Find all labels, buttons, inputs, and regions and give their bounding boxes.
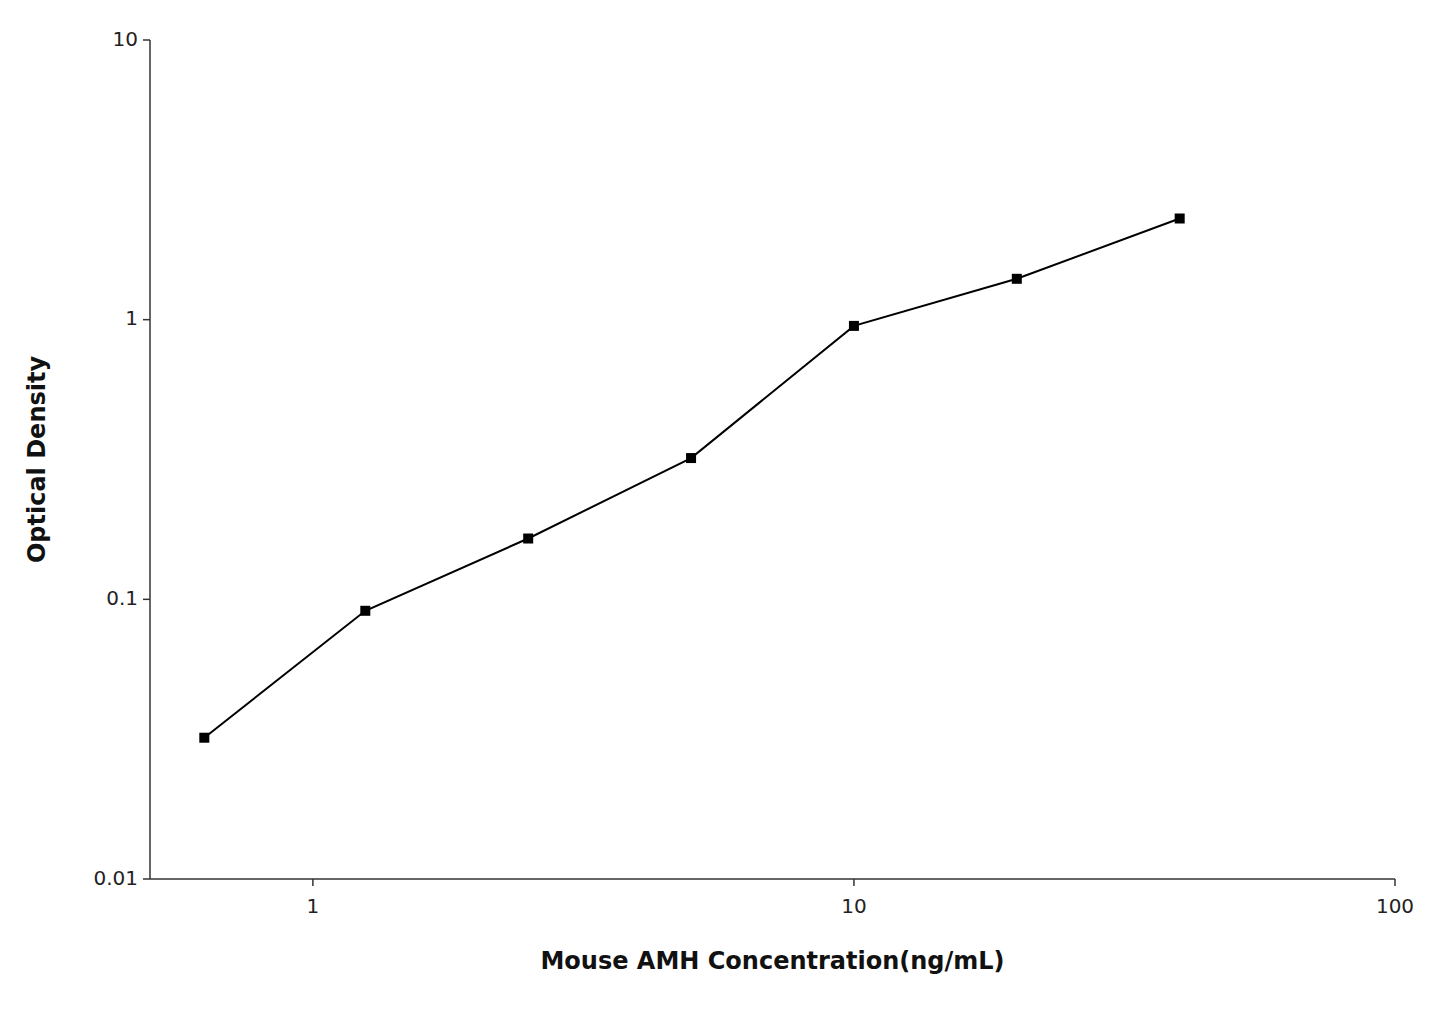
data-point bbox=[360, 606, 370, 616]
y-axis-line bbox=[149, 40, 151, 879]
y-tick-label: 0.1 bbox=[106, 586, 138, 610]
x-axis-label: Mouse AMH Concentration(ng/mL) bbox=[540, 947, 1004, 975]
page: {"chart_data": {"type": "line", "x": [0.… bbox=[0, 0, 1445, 1009]
x-tick bbox=[1394, 879, 1396, 886]
data-point bbox=[1175, 214, 1185, 224]
y-tick-label: 1 bbox=[125, 306, 138, 330]
plot-area bbox=[199, 214, 1184, 743]
axes: 1 10 100 0.01 0.1 1 10 bbox=[93, 27, 1414, 919]
y-tick-label: 10 bbox=[113, 27, 138, 51]
x-tick-label: 100 bbox=[1376, 894, 1414, 918]
y-tick-label: 0.01 bbox=[93, 866, 138, 890]
chart-svg: 1 10 100 0.01 0.1 1 10 Mouse AMH Concentration(… bbox=[0, 0, 1445, 1009]
data-point bbox=[523, 534, 533, 544]
y-tick bbox=[143, 599, 150, 601]
y-axis-label: Optical Density bbox=[23, 356, 51, 564]
chart-container: 1 10 100 0.01 0.1 1 10 Mouse AMH Concentration(… bbox=[0, 0, 1445, 1009]
y-tick bbox=[143, 39, 150, 41]
x-tick bbox=[312, 879, 314, 886]
y-tick bbox=[143, 878, 150, 880]
x-tick-label: 10 bbox=[841, 894, 866, 918]
data-point bbox=[1012, 274, 1022, 284]
x-tick bbox=[853, 879, 855, 886]
y-tick bbox=[143, 319, 150, 321]
data-point bbox=[199, 733, 209, 743]
data-point bbox=[849, 321, 859, 331]
x-axis-line bbox=[150, 878, 1395, 880]
data-line bbox=[204, 219, 1179, 738]
x-tick-label: 1 bbox=[307, 894, 320, 918]
data-point bbox=[686, 453, 696, 463]
